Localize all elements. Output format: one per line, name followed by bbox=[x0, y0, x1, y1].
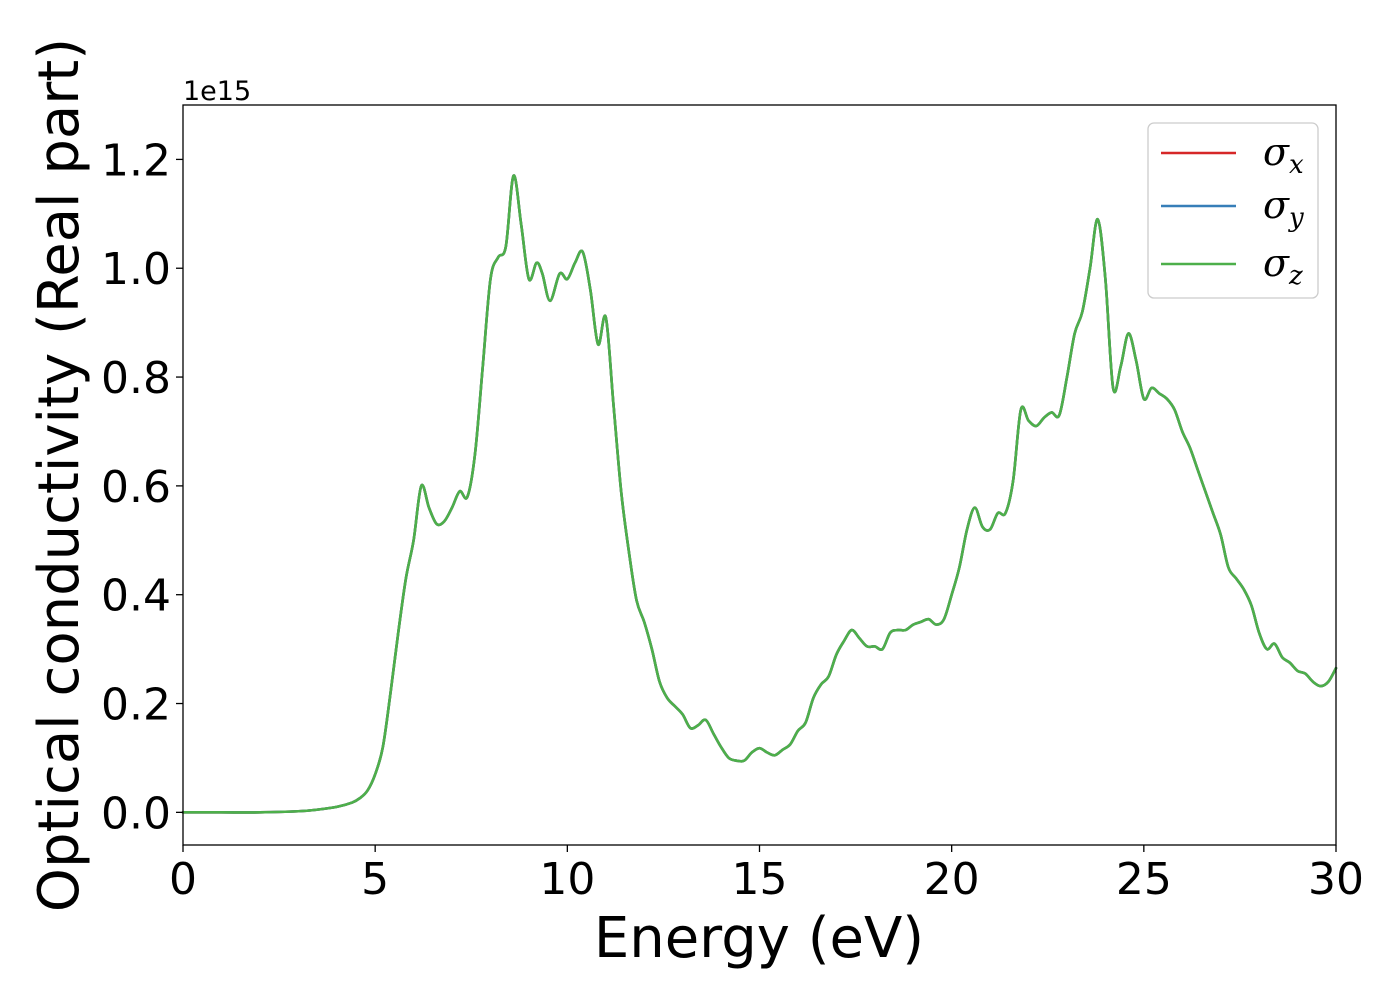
y-offset-label: 1e15 bbox=[183, 76, 251, 107]
x-tick-label: 5 bbox=[361, 854, 389, 905]
x-axis-label: Energy (eV) bbox=[594, 906, 924, 971]
y-tick-label: 0.4 bbox=[101, 571, 171, 622]
legend-label: σx bbox=[1263, 130, 1304, 180]
plot-lines bbox=[181, 174, 1338, 814]
y-axis: 0.0 0.2 0.4 0.6 0.8 1.0 1.2 bbox=[101, 135, 183, 839]
y-tick-label: 1.0 bbox=[101, 244, 171, 295]
legend-label: σz bbox=[1263, 241, 1303, 291]
x-tick-label: 15 bbox=[732, 854, 788, 905]
legend-label: σy bbox=[1263, 183, 1304, 233]
x-tick-label: 25 bbox=[1116, 854, 1172, 905]
y-tick-label: 0.0 bbox=[101, 788, 171, 839]
x-tick-label: 10 bbox=[539, 854, 595, 905]
legend-box bbox=[1147, 122, 1319, 299]
x-axis: 0 5 10 15 20 25 30 bbox=[169, 845, 1364, 905]
y-tick-label: 0.2 bbox=[101, 680, 171, 731]
x-tick-label: 30 bbox=[1308, 854, 1364, 905]
x-tick-label: 0 bbox=[169, 854, 197, 905]
x-tick-label: 20 bbox=[924, 854, 980, 905]
y-tick-label: 0.8 bbox=[101, 353, 171, 404]
y-axis-label: Optical conductivity (Real part) bbox=[27, 38, 92, 912]
series-line-3 bbox=[181, 174, 1338, 814]
y-tick-label: 1.2 bbox=[101, 135, 171, 186]
y-tick-label: 0.6 bbox=[101, 462, 171, 513]
